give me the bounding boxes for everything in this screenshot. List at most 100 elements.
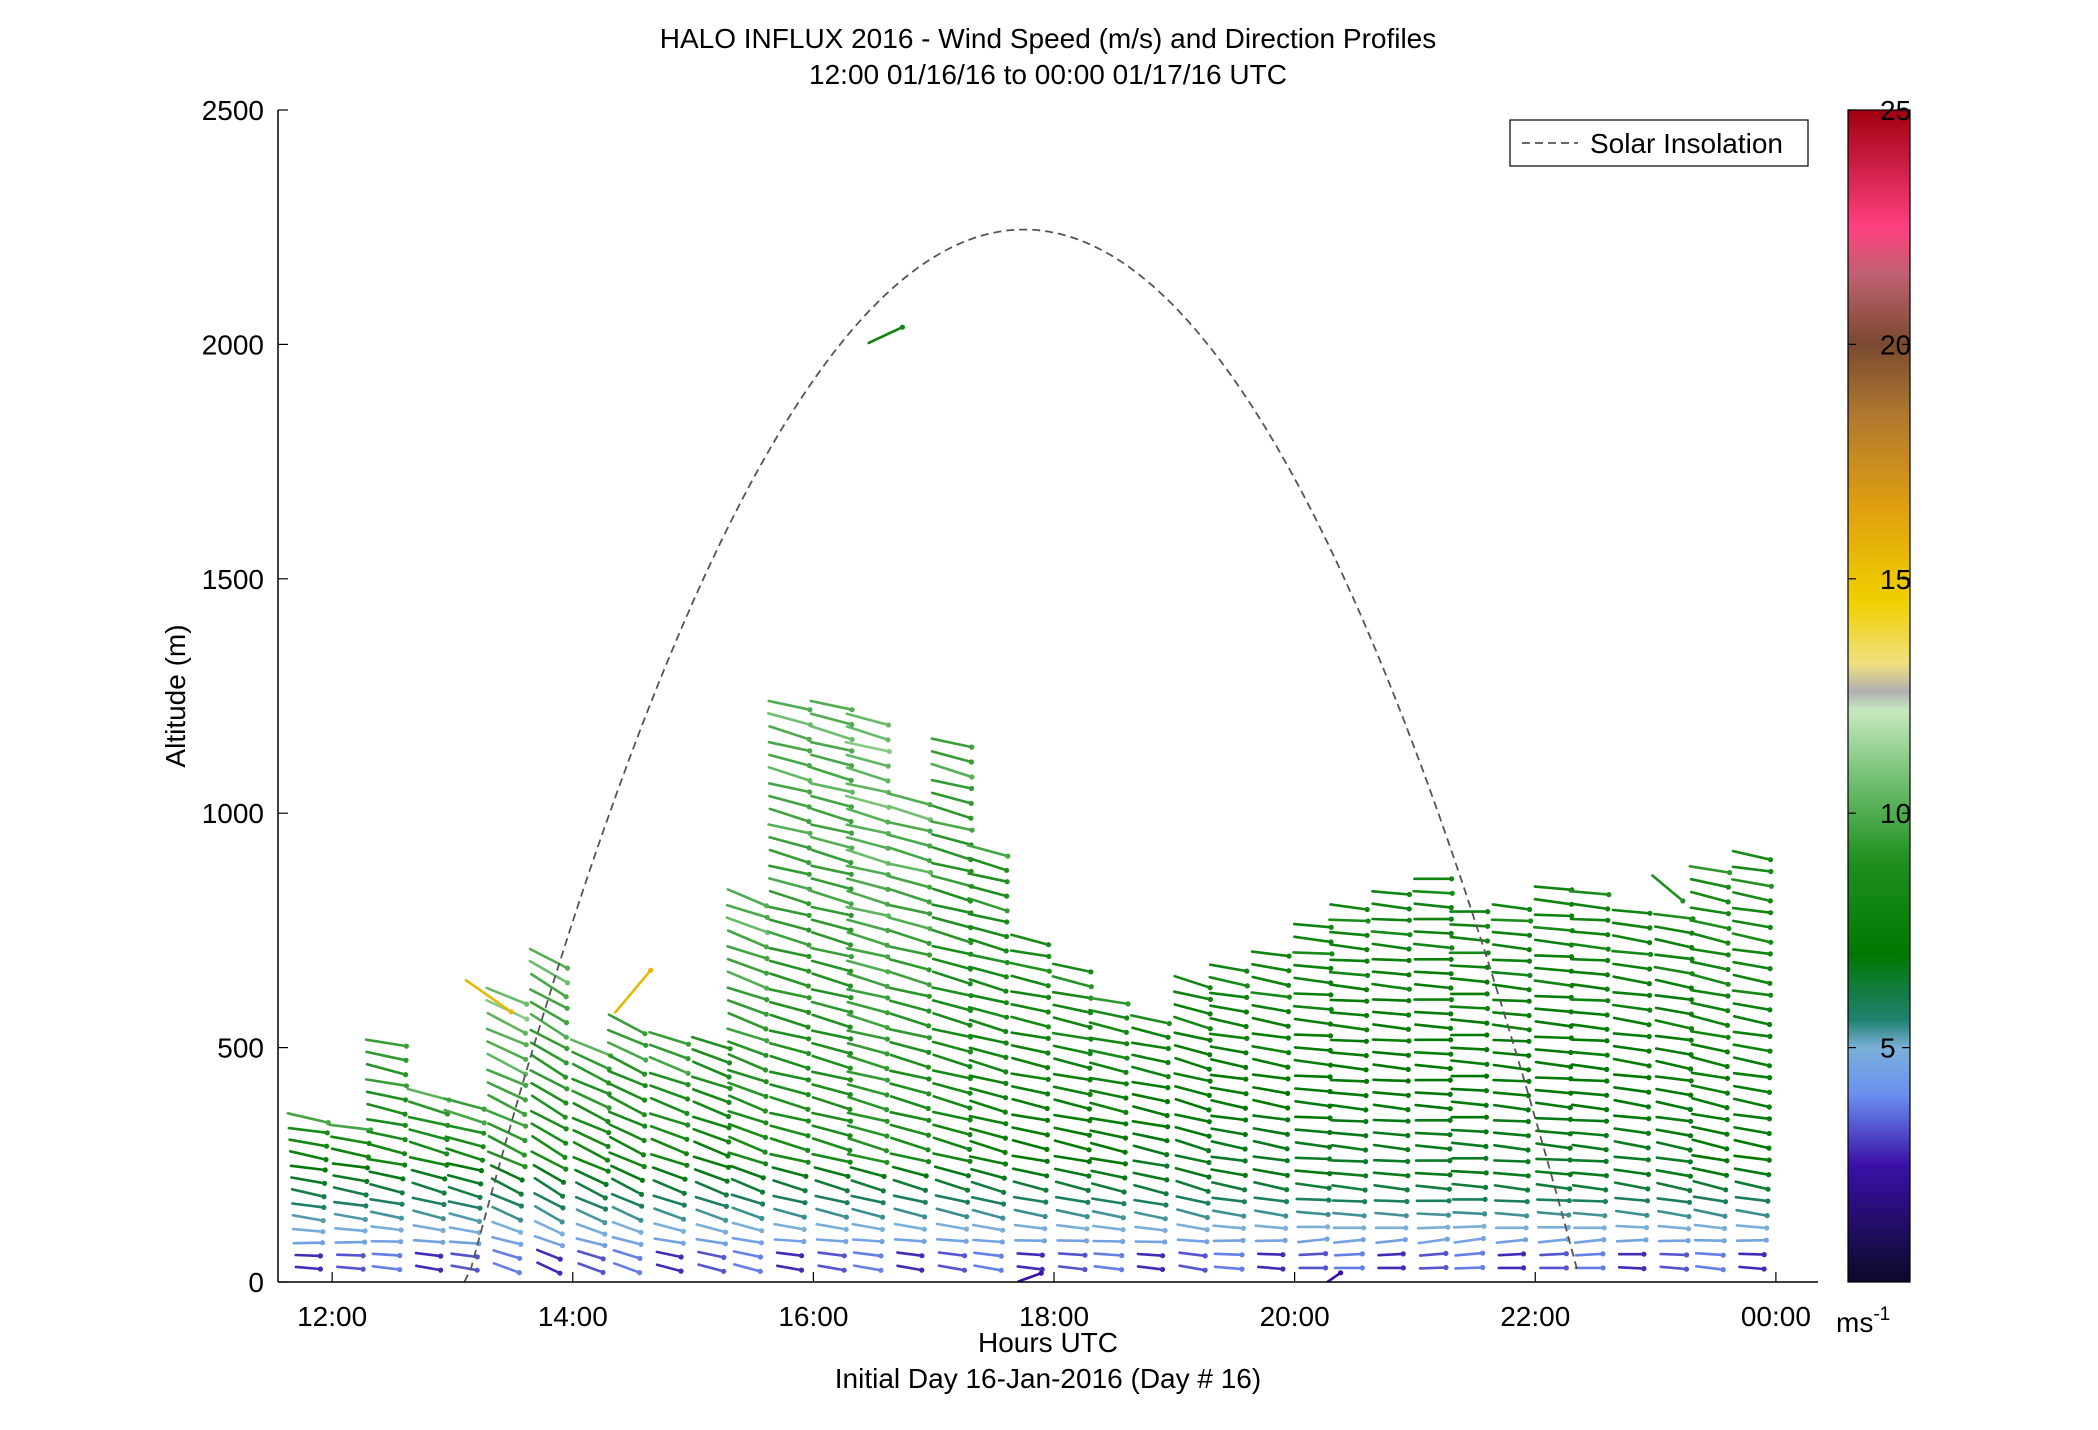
wind-vector-head [1123, 1029, 1129, 1035]
wind-vector [1533, 885, 1574, 892]
wind-vector [1089, 1116, 1128, 1126]
wind-vector [889, 1053, 930, 1069]
wind-vector [1090, 1169, 1127, 1180]
wind-vector-head [799, 1253, 805, 1259]
wind-vector-head [1643, 1237, 1649, 1243]
wind-vector [1690, 1014, 1729, 1027]
wind-vector-head [1483, 1073, 1490, 1079]
wind-vector [1010, 1031, 1050, 1040]
wind-vector-head [884, 1036, 891, 1042]
wind-vector-head [1484, 1032, 1490, 1038]
wind-vector [1134, 1240, 1166, 1244]
wind-vector-head [1123, 1081, 1129, 1087]
wind-vector [652, 1194, 686, 1207]
wind-vector [648, 1055, 690, 1075]
wind-vector [1052, 1072, 1092, 1082]
wind-vector [1252, 1098, 1289, 1110]
wind-vector-head [1242, 1187, 1248, 1193]
wind-vector-head [805, 1118, 811, 1124]
wind-vector [809, 712, 854, 726]
wind-vector-head [523, 1082, 529, 1088]
wind-vector [1568, 889, 1611, 896]
wind-vector [446, 1162, 483, 1172]
wind-vector [608, 1135, 645, 1157]
wind-vector-head [1483, 1129, 1489, 1135]
wind-vector [1330, 1144, 1367, 1152]
wind-vector-head [1002, 1109, 1008, 1115]
wind-vector-head [1767, 857, 1774, 863]
wind-vector-head [1525, 1133, 1531, 1139]
wind-vector-head [1328, 939, 1334, 945]
wind-vector-head [968, 785, 975, 792]
wind-vector [1657, 1239, 1690, 1243]
wind-vector-head [847, 1159, 853, 1165]
wind-vector-head [1687, 1187, 1693, 1194]
wind-vector-head [477, 1194, 483, 1200]
wind-vector-head [1447, 1146, 1453, 1152]
wind-vector-head [878, 1253, 884, 1259]
wind-vector-head [522, 1111, 528, 1117]
wind-vector [365, 1062, 407, 1076]
wind-vector [1370, 930, 1412, 937]
wind-vector-head [1687, 1106, 1693, 1113]
wind-vector [930, 737, 974, 749]
wind-vector-head [727, 1085, 733, 1091]
wind-vector-head [1724, 1131, 1730, 1137]
wind-vector-head [764, 914, 770, 921]
wind-vector [575, 1237, 607, 1247]
wind-vector [814, 1194, 849, 1204]
wind-vector [1210, 1155, 1247, 1163]
wind-vector [1053, 1057, 1092, 1070]
wind-vector [1534, 1020, 1573, 1028]
wind-vector-head [1524, 1199, 1530, 1205]
wind-vector-head [1122, 1149, 1128, 1155]
wind-vector [328, 1123, 373, 1132]
wind-vector-head [1003, 974, 1009, 980]
wind-vector [888, 958, 931, 972]
legend-box [1509, 119, 1809, 167]
wind-vector-head [563, 1126, 569, 1132]
wind-vector [1569, 902, 1609, 911]
wind-vector [530, 1122, 568, 1145]
wind-vector-head [1680, 898, 1686, 904]
wind-vector [811, 1083, 852, 1096]
wind-vector-head [884, 1133, 890, 1139]
wind-vector-head [1045, 1076, 1051, 1082]
wind-vector [1175, 1179, 1210, 1193]
wind-vector-head [1483, 1184, 1489, 1190]
wind-vector [767, 699, 812, 712]
wind-vector-head [923, 1173, 929, 1179]
wind-vector-head [1165, 1045, 1171, 1052]
wind-vector-head [1284, 1172, 1290, 1178]
wind-vector [1010, 1015, 1050, 1029]
wind-vector-head [1647, 951, 1654, 958]
wind-vector-head [806, 804, 812, 810]
wind-vector-head [1244, 983, 1250, 989]
wind-vector [608, 1123, 646, 1142]
wind-vector [1009, 961, 1051, 973]
wind-vector [528, 947, 569, 970]
wind-vector-head [1523, 1237, 1529, 1243]
wind-vector-head [848, 1077, 854, 1083]
wind-vector-head [1206, 1174, 1212, 1180]
wind-vector-head [1600, 1265, 1606, 1271]
wind-vector-head [843, 1226, 849, 1232]
wind-vector-head [1045, 994, 1052, 1001]
wind-vector [1492, 1011, 1531, 1017]
wind-vector [810, 918, 853, 932]
wind-vector-head [1363, 1053, 1369, 1059]
wind-vector [1174, 1056, 1211, 1071]
wind-vector-head [1449, 890, 1455, 896]
wind-vector-head [1284, 1146, 1290, 1152]
wind-vector [334, 1240, 366, 1244]
wind-vector-head [880, 1188, 886, 1194]
x-tick-label: 20:00 [1260, 1301, 1330, 1332]
wind-vector [1534, 1007, 1573, 1014]
wind-vector [1492, 1103, 1530, 1112]
wind-vector [931, 970, 972, 986]
wind-vector-head [1088, 969, 1094, 975]
wind-vector [1454, 1266, 1484, 1270]
wind-vector-head [1328, 924, 1334, 930]
wind-vector-head [968, 759, 975, 765]
wind-vector [727, 1151, 767, 1166]
